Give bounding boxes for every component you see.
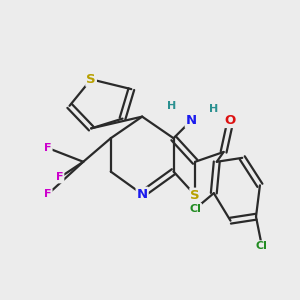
Text: H: H: [209, 104, 218, 114]
Text: N: N: [186, 114, 197, 127]
Text: S: S: [190, 189, 200, 202]
Text: H: H: [167, 101, 176, 111]
Text: Cl: Cl: [189, 204, 201, 214]
Text: F: F: [44, 143, 52, 153]
Text: S: S: [86, 73, 96, 86]
Text: O: O: [225, 114, 236, 127]
Text: F: F: [44, 189, 52, 199]
Text: N: N: [136, 188, 148, 201]
Text: F: F: [56, 172, 64, 182]
Text: Cl: Cl: [256, 241, 268, 251]
